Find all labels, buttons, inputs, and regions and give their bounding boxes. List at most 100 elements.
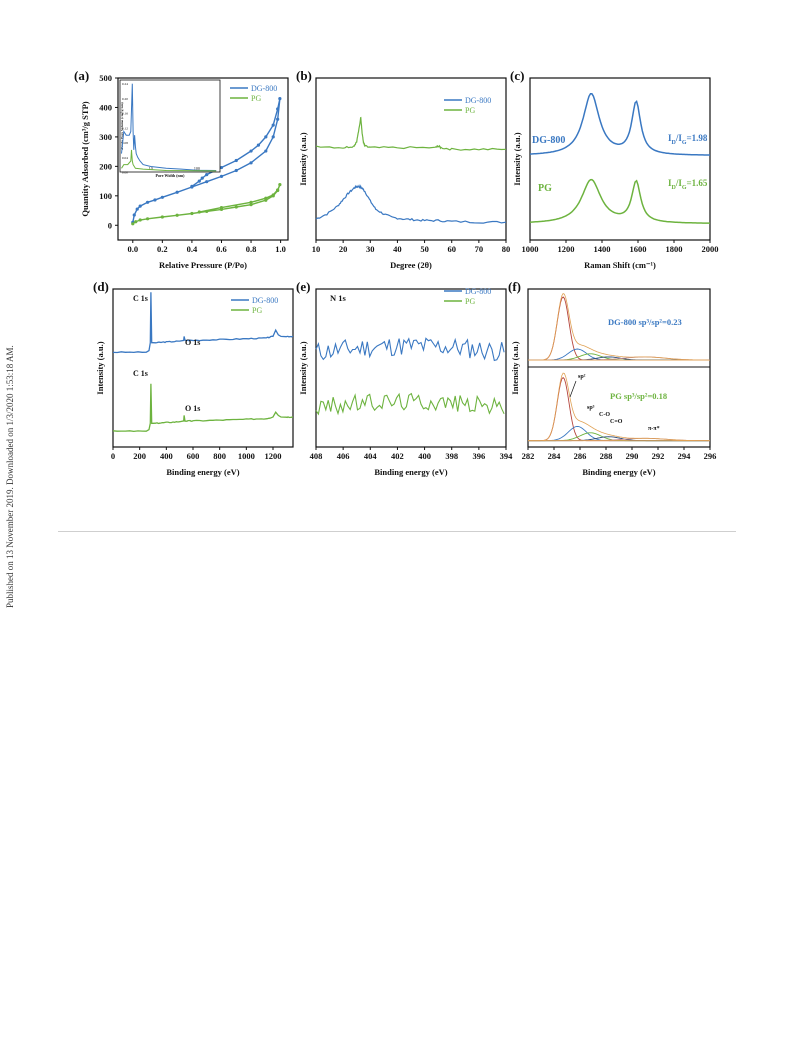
inset-x-tick-label: 100 <box>194 166 200 171</box>
inset-series-PG <box>121 149 217 172</box>
series-PG <box>315 116 507 151</box>
x-tick-label: 1000 <box>522 244 539 254</box>
x-tick-label: 40 <box>393 244 402 254</box>
panel-e: 408 406 404 402 400 398 396 394 Binding energy (… <box>296 279 513 477</box>
data-point <box>234 158 238 163</box>
ratio-part: =1.98 <box>687 133 708 143</box>
data-point <box>175 213 179 217</box>
panel-label: (a) <box>74 68 89 83</box>
panel-label: (b) <box>296 68 312 83</box>
divider <box>58 531 736 532</box>
x-tick-label: 70 <box>475 244 484 254</box>
data-point <box>249 161 253 165</box>
x-axis-label: Relative Pressure (P/Po) <box>159 260 247 270</box>
x-tick-label: 30 <box>366 244 375 254</box>
y-tick-label: 0 <box>108 220 112 230</box>
x-tick-label: 402 <box>391 451 404 461</box>
component-sp2 <box>528 376 709 442</box>
inset: 0.00 0.04 0.08 0.12 0.16 0.20 0.24 10 100 Pore Wi… <box>119 79 221 178</box>
legend-label: DG-800 <box>465 96 491 105</box>
legend-label: DG-800 <box>465 287 491 296</box>
x-axis-label: Degree (2θ) <box>390 260 432 270</box>
data-point <box>234 168 238 173</box>
data-point <box>197 210 201 214</box>
data-point <box>264 135 268 139</box>
ratio-label-dg800: DG-800 sp³/sp²=0.23 <box>608 317 682 327</box>
component-sp3 <box>528 426 709 442</box>
data-point <box>145 200 150 204</box>
data-point <box>197 179 201 183</box>
data-point <box>276 188 280 192</box>
x-axis-label: Binding energy (eV) <box>374 467 447 477</box>
data-point <box>249 149 253 153</box>
x-tick-label: 288 <box>600 451 613 461</box>
series-DG-800 <box>132 98 281 223</box>
data-point <box>278 97 282 101</box>
annotation-c1s-pg: C 1s <box>133 369 148 378</box>
data-point <box>219 206 224 210</box>
inset-y-tick-label: 0.16 <box>122 112 128 116</box>
data-point <box>276 107 280 111</box>
plot-frame <box>112 288 294 448</box>
y-axis-label: Quantity Adsorbed (cm³/g STP) <box>80 101 90 216</box>
series-PG <box>132 184 281 225</box>
figure: 0.0 0.2 0.4 0.6 0.8 1.00100200300400500Relati… <box>74 68 719 477</box>
side-note-svg: Published on 13 November 2019. Downloade… <box>5 345 15 608</box>
y-tick-label: 300 <box>99 132 112 142</box>
y-tick-label: 500 <box>99 73 112 83</box>
component-label-pipi: π-π* <box>648 426 660 432</box>
legend-label: PG <box>252 306 262 315</box>
panel-label: (e) <box>296 279 310 294</box>
x-tick-label: 1800 <box>666 244 683 254</box>
series-label-pg: PG <box>538 183 552 194</box>
inset-frame <box>119 79 221 173</box>
data-point <box>138 204 142 208</box>
component-label-cdo: C=O <box>610 419 623 425</box>
data-point <box>160 195 164 199</box>
panel-f: 282 284 286 288 290 292 294 296 Binding energy (… <box>508 279 716 477</box>
data-point <box>219 174 224 178</box>
inset-y-tick-label: 0.08 <box>122 141 128 145</box>
inset-y-tick-label: 0.00 <box>122 171 128 175</box>
inset-x-tick-label: 10 <box>149 166 153 171</box>
x-tick-label: 400 <box>418 451 431 461</box>
x-tick-label: 0.0 <box>127 244 138 254</box>
x-tick-label: 1.0 <box>275 244 286 254</box>
y-axis-label: Intensity (a.u.) <box>298 132 308 185</box>
legend-label: PG <box>465 106 475 115</box>
x-tick-label: 284 <box>548 451 562 461</box>
data-point <box>276 117 280 121</box>
x-tick-label: 394 <box>500 451 514 461</box>
x-tick-label: 1400 <box>594 244 611 254</box>
series-label-dg800: DG-800 <box>532 135 565 146</box>
x-tick-label: 408 <box>310 451 323 461</box>
envelope-PG <box>528 372 709 442</box>
series-PG <box>315 392 505 416</box>
data-point <box>234 205 238 209</box>
pointer-line <box>569 380 577 398</box>
series-DG-800 <box>529 93 711 156</box>
ratio-label-pg: PG sp³/sp²=0.18 <box>610 391 667 401</box>
data-point <box>278 183 282 187</box>
y-axis-label: Intensity (a.u.) <box>95 341 105 394</box>
data-point <box>249 200 253 204</box>
x-tick-label: 80 <box>502 244 511 254</box>
x-tick-label: 406 <box>337 451 350 461</box>
data-point <box>205 180 209 184</box>
x-tick-label: 1600 <box>630 244 647 254</box>
ratio-part: D <box>672 185 677 191</box>
data-point <box>135 207 139 211</box>
x-tick-label: 0.6 <box>216 244 227 254</box>
data-point <box>153 198 157 202</box>
ratio-part: G <box>682 185 687 191</box>
data-point <box>200 176 204 180</box>
x-tick-label: 292 <box>652 451 665 461</box>
plot-frame <box>315 288 507 448</box>
envelope-DG-800 <box>528 292 709 361</box>
x-tick-label: 60 <box>447 244 456 254</box>
x-tick-label: 282 <box>522 451 535 461</box>
plot-frame <box>315 77 507 241</box>
panel-label: (f) <box>508 279 521 294</box>
x-tick-label: 200 <box>133 451 146 461</box>
x-tick-label: 296 <box>704 451 717 461</box>
